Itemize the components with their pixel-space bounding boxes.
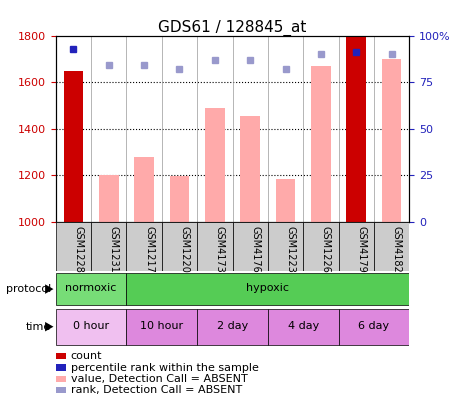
Text: GSM1220: GSM1220 bbox=[179, 226, 190, 272]
Text: GSM1217: GSM1217 bbox=[144, 226, 154, 272]
Text: percentile rank within the sample: percentile rank within the sample bbox=[71, 362, 259, 373]
Bar bbox=[126, 273, 409, 305]
Text: rank, Detection Call = ABSENT: rank, Detection Call = ABSENT bbox=[71, 385, 242, 395]
Text: time: time bbox=[26, 322, 51, 332]
Bar bbox=[346, 36, 366, 222]
Bar bbox=[197, 222, 232, 271]
Bar bbox=[382, 59, 401, 222]
Text: protocol: protocol bbox=[6, 284, 51, 294]
Text: 2 day: 2 day bbox=[217, 321, 248, 331]
Text: GSM1231: GSM1231 bbox=[109, 226, 119, 272]
Text: GSM4176: GSM4176 bbox=[250, 226, 260, 272]
Text: GSM4173: GSM4173 bbox=[215, 226, 225, 272]
Bar bbox=[56, 273, 126, 305]
Bar bbox=[162, 222, 197, 271]
Bar bbox=[240, 116, 260, 222]
Text: GSM1223: GSM1223 bbox=[286, 226, 296, 272]
Bar bbox=[205, 108, 225, 222]
Bar bbox=[268, 222, 303, 271]
Bar bbox=[339, 309, 409, 345]
Bar bbox=[91, 222, 126, 271]
Bar bbox=[374, 222, 409, 271]
Bar bbox=[126, 309, 197, 345]
Text: GSM1226: GSM1226 bbox=[321, 226, 331, 272]
Bar bbox=[134, 156, 154, 222]
Text: hypoxic: hypoxic bbox=[246, 284, 289, 293]
Bar bbox=[126, 222, 162, 271]
Text: 10 hour: 10 hour bbox=[140, 321, 183, 331]
Bar bbox=[311, 66, 331, 222]
Bar bbox=[232, 222, 268, 271]
Bar bbox=[197, 309, 268, 345]
Text: 6 day: 6 day bbox=[359, 321, 389, 331]
Bar bbox=[303, 222, 339, 271]
Title: GDS61 / 128845_at: GDS61 / 128845_at bbox=[158, 19, 307, 36]
Bar bbox=[268, 309, 339, 345]
Text: normoxic: normoxic bbox=[66, 284, 117, 293]
Bar bbox=[276, 179, 295, 222]
Bar bbox=[56, 309, 126, 345]
Text: GSM4179: GSM4179 bbox=[356, 226, 366, 272]
Bar bbox=[339, 222, 374, 271]
Text: GSM4182: GSM4182 bbox=[392, 226, 402, 272]
Bar bbox=[170, 176, 189, 222]
Text: 4 day: 4 day bbox=[287, 321, 319, 331]
Text: 0 hour: 0 hour bbox=[73, 321, 109, 331]
Bar bbox=[56, 222, 91, 271]
Text: value, Detection Call = ABSENT: value, Detection Call = ABSENT bbox=[71, 374, 247, 384]
Bar bbox=[64, 71, 83, 222]
Text: GSM1228: GSM1228 bbox=[73, 226, 84, 272]
Bar bbox=[99, 175, 119, 222]
Text: count: count bbox=[71, 351, 102, 361]
